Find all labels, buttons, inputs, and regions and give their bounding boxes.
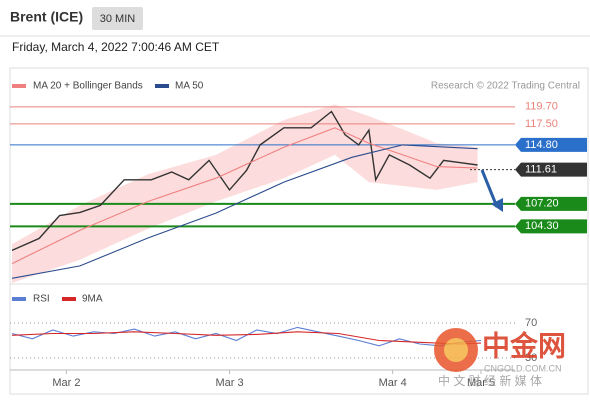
watermark-slogan: 中 文 财 经 新 媒 体: [438, 373, 542, 388]
legend-label: RSI: [33, 294, 50, 305]
level-label: 111.61: [525, 164, 557, 176]
level-label: 114.80: [525, 139, 558, 151]
forecast-arrow: [480, 169, 499, 208]
arrow-head: [491, 198, 503, 212]
y-tick-label: 70: [525, 317, 537, 329]
level-box: [515, 137, 587, 152]
series-line: [11, 331, 482, 345]
x-tick-label: Mar 2: [52, 377, 80, 389]
series-line: [11, 110, 478, 252]
level-label: 119.70: [525, 101, 558, 113]
series-line: [11, 144, 478, 279]
level-box: [515, 162, 587, 177]
legend-label: MA 20 + Bollinger Bands: [33, 81, 143, 92]
bollinger-band: [12, 104, 478, 283]
series-line: [11, 127, 478, 265]
series-line: [11, 326, 482, 347]
interval-label[interactable]: 30 MIN: [100, 13, 136, 25]
interval-button[interactable]: [92, 7, 143, 30]
plot-layer: 119.70 117.50 114.80 111.61 107.20 104.30 70 30…: [10, 101, 587, 389]
y-tick-label: 30: [525, 352, 537, 364]
x-tick-label: Mar 5: [467, 377, 495, 389]
level-box: [515, 219, 587, 234]
level-box: [515, 196, 587, 211]
watermark-domain: CNGOLD.COM.CN: [484, 363, 562, 373]
level-label: 107.20: [525, 198, 559, 210]
legend-label: MA 50: [175, 81, 204, 92]
symbol: Brent (ICE): [10, 9, 83, 25]
watermark: 中金网 CNGOLD.COM.CN 中 文 财 经 新 媒 体: [434, 328, 566, 388]
level-label: 117.50: [525, 118, 558, 130]
watermark-logo: [444, 338, 468, 362]
x-tick-label: Mar 3: [215, 377, 243, 389]
legend-swatch: [12, 84, 26, 88]
chart-frame: [9, 67, 589, 395]
legend-swatch: [155, 84, 169, 88]
legend-swatch: [12, 297, 26, 301]
level-label: 104.30: [525, 220, 559, 232]
timestamp: Friday, March 4, 2022 7:00:46 AM CET: [12, 40, 220, 54]
credit: Research © 2022 Trading Central: [431, 81, 580, 92]
x-tick-label: Mar 4: [379, 377, 407, 389]
watermark-brand: 中金网: [482, 329, 566, 361]
legend-swatch: [62, 297, 76, 301]
legend-label: 9MA: [82, 294, 103, 305]
